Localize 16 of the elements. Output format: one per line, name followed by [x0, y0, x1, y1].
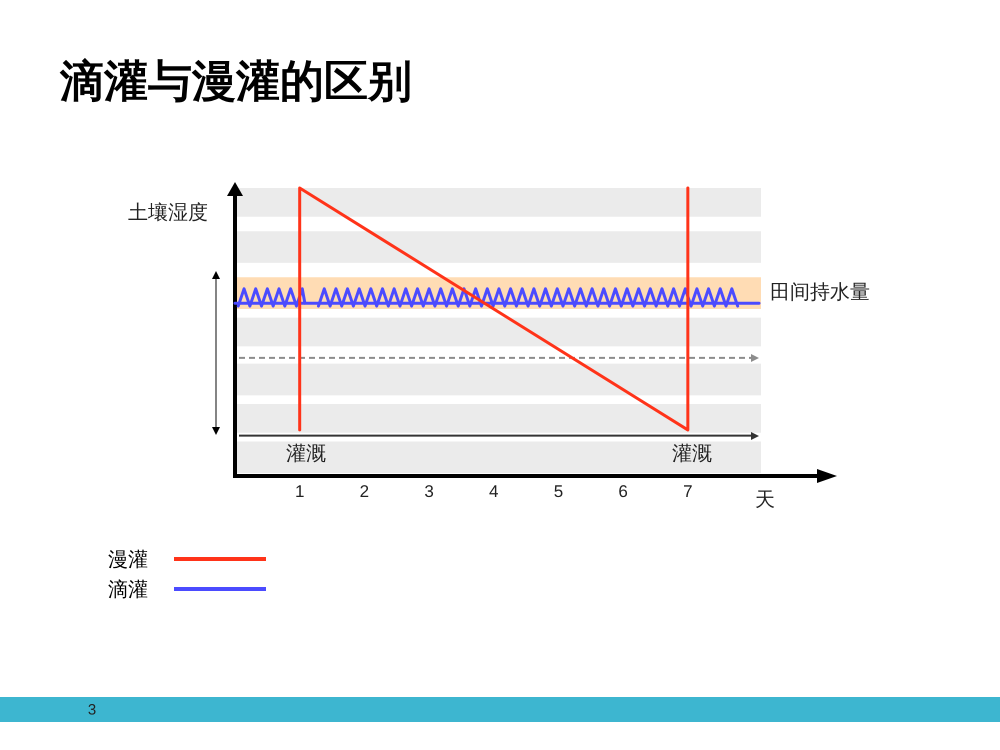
x-tick-label: 7 [683, 482, 693, 501]
text: 3 [88, 700, 96, 720]
x-tick-label: 6 [618, 482, 628, 501]
annotation: 灌溉 [286, 441, 326, 465]
x-tick-label: 3 [424, 482, 434, 501]
y-axis-title: 土壤湿度 [128, 200, 208, 224]
legend-label: 漫灌 [108, 547, 148, 571]
x-axis-title: 天 [755, 487, 775, 512]
x-tick-label: 5 [554, 482, 564, 501]
legend-label: 滴灌 [108, 577, 148, 601]
x-tick-label: 1 [294, 482, 304, 501]
x-tick-label: 2 [360, 482, 370, 501]
annotation: 灌溉 [672, 441, 712, 465]
band-label: 田间持水量 [770, 279, 870, 304]
x-tick-label: 4 [489, 482, 498, 501]
chart-title: 滴灌与漫灌的区别 [60, 55, 412, 109]
